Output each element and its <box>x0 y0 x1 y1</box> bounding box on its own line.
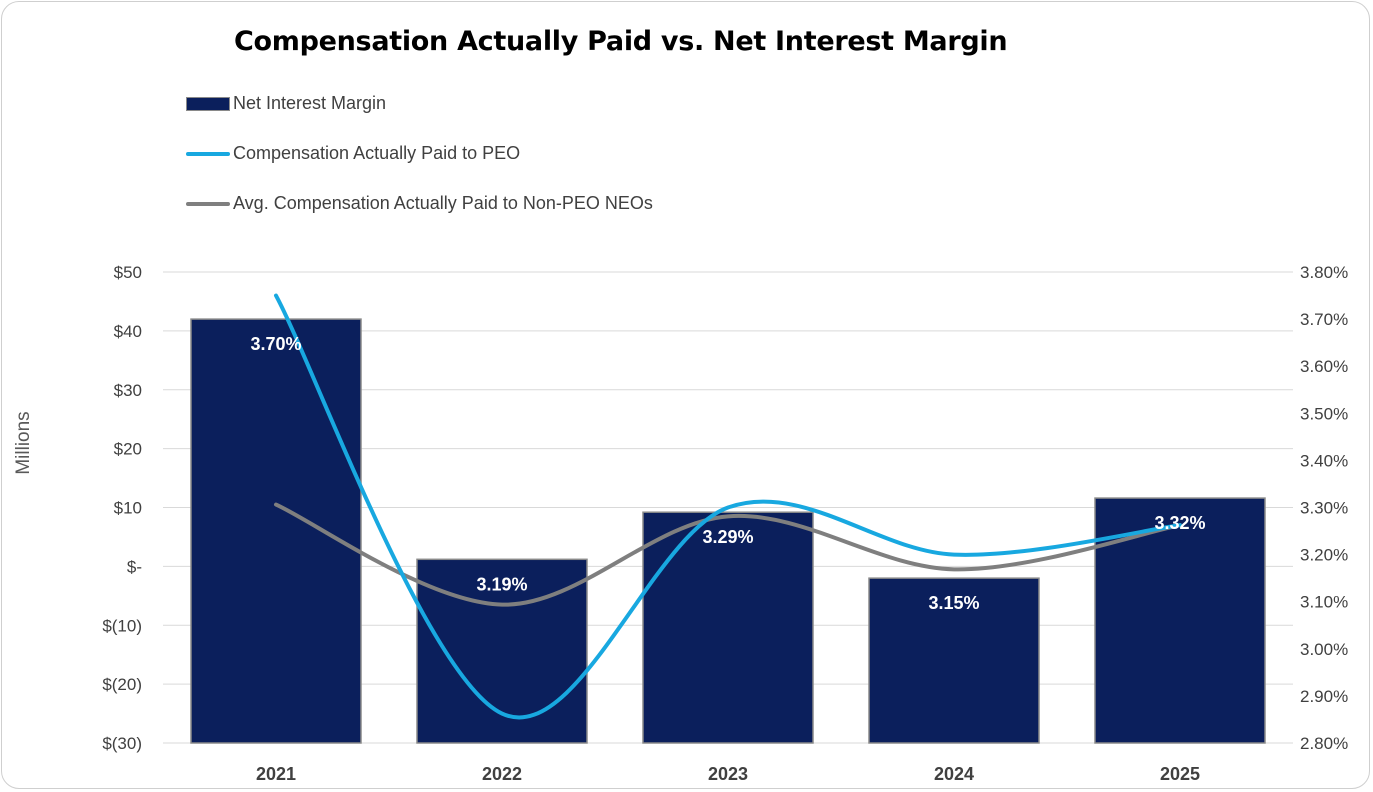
y-left-tick-label: $40 <box>114 322 142 341</box>
x-tick-label: 2024 <box>934 764 974 784</box>
y-right-tick-label: 2.80% <box>1300 734 1348 753</box>
y-left-tick-label: $10 <box>114 499 142 518</box>
line-neo-compensation <box>274 502 1182 607</box>
y-left-tick-label: $(30) <box>102 734 142 753</box>
y-left-tick-label: $(20) <box>102 675 142 694</box>
bar-data-label: 3.70% <box>250 334 301 354</box>
chart-title: Compensation Actually Paid vs. Net Inter… <box>234 26 1008 57</box>
bar-net-interest-margin <box>868 577 1040 744</box>
y-right-tick-label: 3.30% <box>1300 499 1348 518</box>
legend-label-neo-compensation: Avg. Compensation Actually Paid to Non-P… <box>233 193 653 213</box>
y-left-tick-label: $20 <box>114 440 142 459</box>
legend-swatch-bar <box>186 97 230 111</box>
y-left-tick-label: $30 <box>114 381 142 400</box>
y-right-tick-label: 3.70% <box>1300 310 1348 329</box>
y-right-tick-label: 3.10% <box>1300 593 1348 612</box>
y-right-tick-label: 3.80% <box>1300 263 1348 282</box>
x-tick-label: 2021 <box>256 764 296 784</box>
y-left-tick-label: $(10) <box>102 616 142 635</box>
line-peo-compensation <box>274 293 1182 720</box>
y-right-tick-label: 3.00% <box>1300 640 1348 659</box>
x-tick-label: 2022 <box>482 764 522 784</box>
bar-net-interest-margin <box>190 318 362 744</box>
y-right-tick-label: 3.60% <box>1300 357 1348 376</box>
x-tick-label: 2023 <box>708 764 748 784</box>
legend-swatch-neo-line <box>186 202 230 206</box>
legend-label-peo-compensation: Compensation Actually Paid to PEO <box>233 143 521 163</box>
legend-label-net-interest-margin: Net Interest Margin <box>233 93 387 113</box>
y-axis-title: Millions <box>13 411 34 474</box>
bar-data-label: 3.32% <box>1154 513 1205 533</box>
legend-swatch-peo-line <box>186 152 230 156</box>
bar-data-label: 3.29% <box>702 527 753 547</box>
y-right-tick-label: 3.50% <box>1300 404 1348 423</box>
y-right-tick-label: 3.20% <box>1300 546 1348 565</box>
bar-net-interest-margin <box>642 511 814 744</box>
bar-data-label: 3.19% <box>476 574 527 594</box>
y-left-tick-label: $- <box>127 557 142 576</box>
bar-data-label: 3.15% <box>928 593 979 613</box>
x-tick-label: 2025 <box>1160 764 1200 784</box>
y-right-tick-label: 3.40% <box>1300 451 1348 470</box>
y-left-tick-label: $50 <box>114 263 142 282</box>
y-right-tick-label: 2.90% <box>1300 687 1348 706</box>
